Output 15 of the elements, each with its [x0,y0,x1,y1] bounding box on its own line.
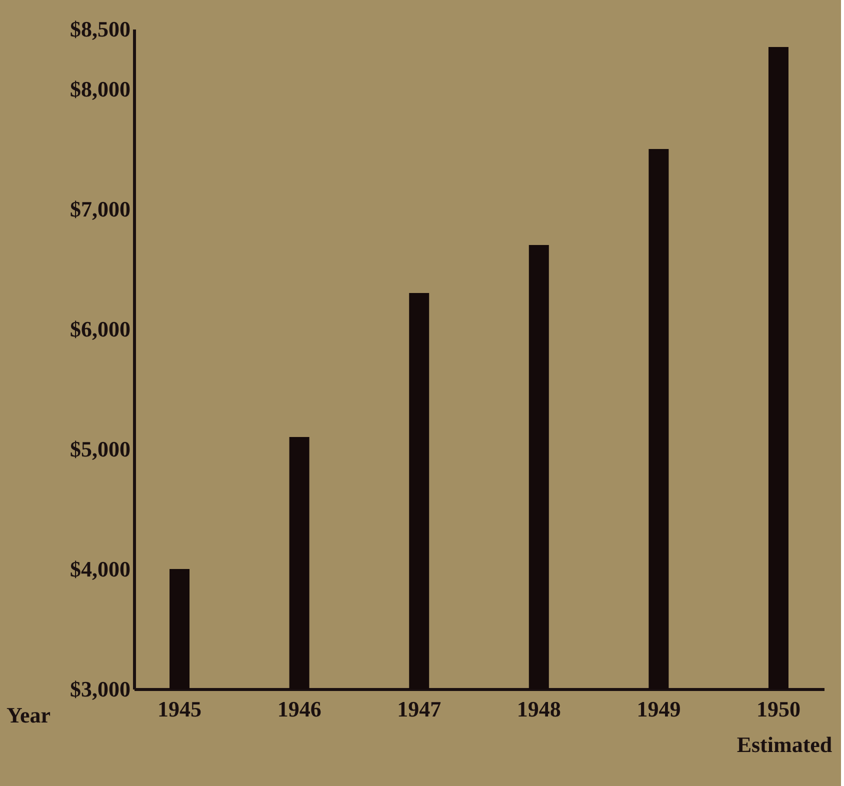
x-tick-label: 1950 [756,696,800,722]
y-tick-label: $5,000 [70,436,130,462]
x-tick-label: 1946 [277,696,322,722]
y-tick-label: $3,000 [70,676,130,702]
y-tick-label: $4,000 [70,556,130,582]
x-tick-label: 1945 [158,696,202,722]
y-tick-label: $7,000 [70,196,130,222]
x-tick-label: 1949 [636,696,681,722]
x-tick-label: 1948 [516,696,561,722]
y-tick-label: $6,000 [70,316,130,342]
text: Estimated [736,732,832,757]
x-tick-label: 1947 [397,696,442,722]
y-tick-label: $8,500 [70,16,130,42]
y-tick-label: $8,000 [70,76,130,102]
x-axis-title: Year [6,702,51,728]
